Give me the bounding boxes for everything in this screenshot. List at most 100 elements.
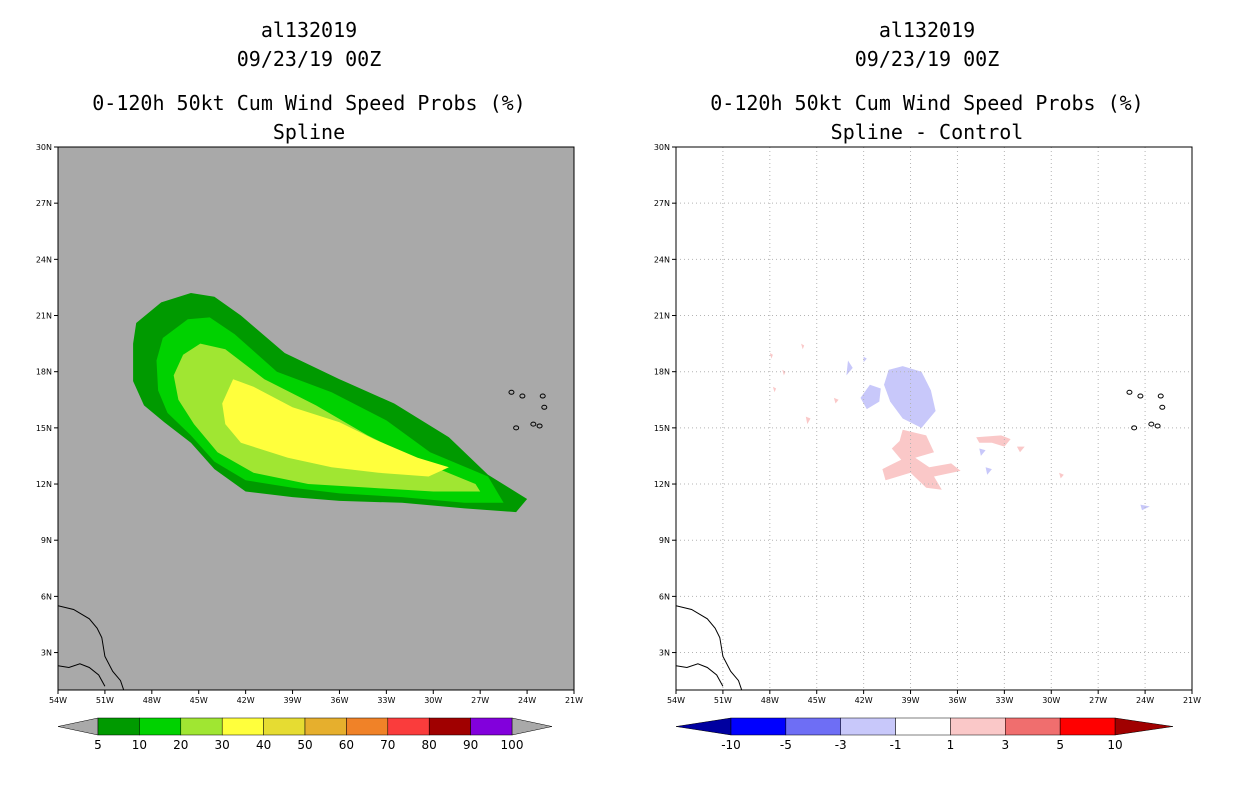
storm-id: al132019: [878, 18, 976, 42]
x-tick-label: 33W: [377, 696, 395, 705]
x-tick-label: 45W: [190, 696, 208, 705]
chart-subtitle: Spline - Control: [830, 120, 1024, 144]
colorbar-label: 10: [132, 738, 147, 752]
plot-frame: [57, 146, 575, 691]
contour-region: [833, 397, 839, 404]
y-tick-label: 27N: [654, 199, 670, 208]
colorbar-swatch: [1059, 717, 1116, 736]
x-tick-label: 21W: [1183, 696, 1201, 705]
x-tick-label: 51W: [714, 696, 732, 705]
colorbar-swatch: [139, 717, 182, 736]
contour-region: [801, 343, 805, 350]
chart-subtitle: Spline: [272, 120, 346, 144]
x-tick-label: 45W: [808, 696, 826, 705]
colorbar-label: 20: [173, 738, 188, 752]
x-tick-label: 39W: [901, 696, 919, 705]
x-tick-label: 27W: [1089, 696, 1107, 705]
coastline: [676, 605, 743, 690]
contour-region: [863, 356, 867, 363]
y-tick-label: 9N: [659, 536, 670, 545]
colorbar-label: 70: [380, 738, 395, 752]
y-tick-label: 3N: [41, 649, 52, 658]
island: [519, 393, 526, 399]
island: [513, 425, 520, 431]
colorbar-arrow-high: [1114, 717, 1174, 736]
plot-background: [676, 147, 1192, 690]
colorbar-label: -1: [890, 738, 902, 752]
colorbar-swatch: [97, 717, 140, 736]
y-tick-label: 21N: [36, 312, 52, 321]
x-tick-label: 36W: [948, 696, 966, 705]
contour-region: [1059, 472, 1064, 479]
colorbar-swatch: [470, 717, 513, 736]
island: [1126, 389, 1133, 395]
plot-frame: [675, 146, 1193, 691]
colorbar-label: -10: [721, 738, 741, 752]
left-panel: al132019 09/23/19 00Z 0-120h 50kt Cum Wi…: [36, 18, 583, 752]
island: [1137, 393, 1144, 399]
colorbar-swatch: [428, 717, 471, 736]
map-plot-spline: 54W 51W 48W 45W 42W 39W 36W 33W 30W 27W 24W 21W 30N 2…: [36, 143, 583, 752]
x-tick-label: 54W: [667, 696, 685, 705]
x-tick-label: 42W: [855, 696, 873, 705]
colorbar-swatch: [387, 717, 430, 736]
x-tick-label: 54W: [49, 696, 67, 705]
y-tick-label: 30N: [36, 143, 52, 152]
colorbar-swatch: [1005, 717, 1061, 736]
x-tick-label: 48W: [761, 696, 779, 705]
colorbar-arrow-low: [57, 717, 99, 736]
x-tick-label: 33W: [995, 696, 1013, 705]
island: [1154, 423, 1161, 429]
y-tick-label: 15N: [36, 424, 52, 433]
x-tick-label: 42W: [237, 696, 255, 705]
y-tick-label: 12N: [654, 480, 670, 489]
y-tick-label: 18N: [654, 368, 670, 377]
y-tick-label: 9N: [41, 536, 52, 545]
coastline: [676, 663, 724, 687]
map-plot-difference: 54W 51W 48W 45W 42W 39W 36W 33W 30W 27W 24W 21W 30N 2…: [654, 143, 1201, 752]
colorbar-label: 5: [1056, 738, 1064, 752]
y-tick-label: 6N: [659, 592, 670, 601]
colorbar-label: 60: [339, 738, 354, 752]
island: [530, 421, 537, 427]
contour-region: [222, 379, 449, 477]
colorbar-label: 50: [297, 738, 312, 752]
storm-id: al132019: [260, 18, 358, 42]
colorbar-label: 80: [422, 738, 437, 752]
x-tick-label: 48W: [143, 696, 161, 705]
colorbar-swatch: [840, 717, 896, 736]
y-tick-label: 15N: [654, 424, 670, 433]
colorbar-arrow-low: [675, 717, 732, 736]
colorbar-label: 1: [947, 738, 955, 752]
contour-region: [884, 366, 936, 428]
island: [508, 389, 515, 395]
island: [539, 393, 546, 399]
x-tick-label: 39W: [283, 696, 301, 705]
y-tick-label: 18N: [36, 368, 52, 377]
colorbar-label: 100: [501, 738, 524, 752]
island: [1157, 393, 1164, 399]
colorbar-swatch: [950, 717, 1006, 736]
colorbar-swatch: [263, 717, 306, 736]
x-tick-label: 51W: [96, 696, 114, 705]
contour-region: [979, 448, 986, 456]
colorbar-swatch: [785, 717, 841, 736]
contour-region: [882, 429, 961, 490]
colorbar-label: 3: [1001, 738, 1009, 752]
contour-region: [846, 360, 853, 376]
colorbar-label: 30: [215, 738, 230, 752]
x-tick-label: 30W: [424, 696, 442, 705]
colorbar-label: 40: [256, 738, 271, 752]
colorbar-label: -3: [835, 738, 847, 752]
y-tick-label: 21N: [654, 312, 670, 321]
y-tick-label: 3N: [659, 649, 670, 658]
colorbar-label: 10: [1107, 738, 1122, 752]
x-tick-label: 24W: [1136, 696, 1154, 705]
island: [536, 423, 543, 429]
datetime: 09/23/19 00Z: [236, 47, 382, 71]
coastline: [58, 663, 106, 687]
y-tick-label: 6N: [41, 592, 52, 601]
chart-title: 0-120h 50kt Cum Wind Speed Probs (%): [710, 91, 1144, 115]
colorbar-label: -5: [780, 738, 792, 752]
colorbar-swatch: [730, 717, 787, 736]
